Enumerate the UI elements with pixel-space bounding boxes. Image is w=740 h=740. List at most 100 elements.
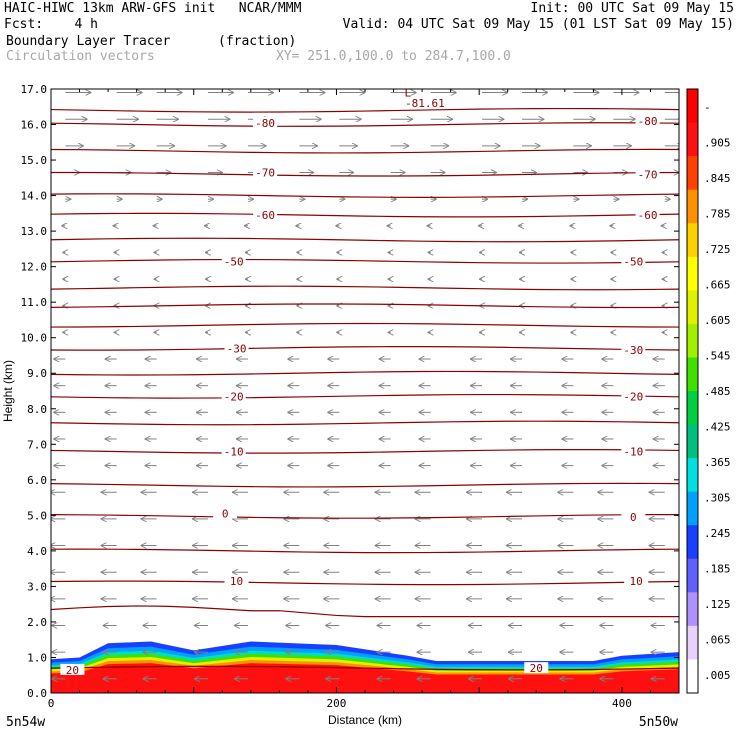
- x-tick-label: 400: [612, 697, 632, 710]
- colorbar-label: .845: [704, 172, 731, 185]
- contour-label: -60: [638, 209, 658, 222]
- colorbar-swatch: [687, 391, 698, 426]
- colorbar-swatch: [687, 290, 698, 325]
- colorbar-swatch: [687, 357, 698, 392]
- contour-label: -70: [255, 166, 275, 179]
- colorbar-label: .485: [704, 385, 731, 398]
- contour-label: -80: [255, 117, 275, 130]
- colorbar-label: .905: [704, 136, 731, 149]
- field-name: Boundary Layer Tracer: [6, 34, 171, 49]
- colorbar-swatch: [687, 189, 698, 224]
- y-tick-label: 17.0: [21, 83, 48, 96]
- start-location-label: 5n54w: [6, 715, 46, 730]
- colorbar: .005 .065 .125 .185 .245 .305 .365 .425 .485 .545…: [686, 88, 731, 694]
- tracer-band: [51, 663, 679, 693]
- contour-labels: 20 20 10 10 0 0 -10 -10 -20 -20 -30 -30 -50 -50 -60 -60…: [60, 87, 660, 677]
- y-tick-label: 9.0: [27, 367, 47, 380]
- isotherm-line: [51, 580, 679, 586]
- y-tick-label: 6.0: [27, 474, 47, 487]
- contour-label: 20: [66, 664, 79, 677]
- contour-label: -30: [623, 344, 643, 357]
- y-axis: 0.0 1.0 2.0 3.0 4.0 5.0 6.0 7.0 8.0 9.0 10.0 11.0 12…: [21, 83, 679, 700]
- contour-label: -60: [255, 209, 275, 222]
- contour-label-bg: [253, 166, 278, 178]
- min-marker: L: [405, 87, 412, 100]
- circulation-vectors: [51, 93, 679, 679]
- contour-label: -50: [224, 255, 244, 268]
- y-tick-label: 15.0: [21, 154, 48, 167]
- contour-label-bg: [524, 662, 549, 674]
- isotherm-line: [51, 148, 679, 154]
- colorbar-label: .245: [704, 527, 731, 540]
- isotherm-line: [51, 303, 679, 309]
- isotherm-line: [51, 285, 679, 291]
- contour-label: -30: [227, 342, 247, 355]
- colorbar-label: .065: [704, 634, 731, 647]
- x-axis: 0 200 400: [48, 89, 680, 710]
- contour-label-bg: [624, 575, 649, 587]
- colorbar-swatch: [687, 323, 698, 358]
- contour-label: -20: [224, 390, 244, 403]
- colorbar-swatch: [687, 256, 698, 291]
- contour-label-bg: [635, 114, 660, 126]
- x-tick-label: 200: [327, 697, 347, 710]
- isotherm-line: [51, 237, 679, 243]
- y-axis-label: Height (km): [1, 360, 15, 422]
- y-tick-label: 3.0: [27, 580, 47, 593]
- y-tick-label: 14.0: [21, 190, 48, 203]
- y-tick-label: 8.0: [27, 403, 47, 416]
- colorbar-label: .185: [704, 563, 731, 576]
- contour-label: 10: [230, 575, 243, 588]
- y-tick-label: 5.0: [27, 509, 47, 522]
- colorbar-label: .545: [704, 349, 731, 362]
- contour-label-bg: [621, 344, 646, 356]
- end-location-label: 5n50w: [638, 715, 678, 730]
- colorbar-swatch: [687, 156, 698, 191]
- plot-frame: [50, 88, 680, 694]
- isotherm-line: [51, 605, 679, 618]
- colorbar-label: .365: [704, 456, 731, 469]
- colorbar-label: .005: [704, 669, 731, 682]
- contour-label-bg: [635, 168, 660, 180]
- contour-label-bg: [635, 209, 660, 221]
- contour-label-bg: [60, 663, 85, 675]
- temperature-contours: [51, 107, 679, 671]
- colorbar-label: .665: [704, 278, 731, 291]
- header-valid-time: Valid: 04 UTC Sat 09 May 15 (01 LST Sat …: [342, 17, 734, 32]
- contour-label-bg: [221, 255, 246, 267]
- isotherm-line: [51, 449, 679, 454]
- y-tick-label: 16.0: [21, 119, 48, 132]
- colorbar-swatch: [687, 525, 698, 560]
- y-tick-label: 12.0: [21, 261, 48, 274]
- colorbar-swatch: [687, 625, 698, 660]
- isotherm-line: [51, 514, 679, 519]
- colorbar-swatch: [687, 89, 698, 124]
- isotherm-line: [51, 322, 679, 328]
- colorbar-label: .425: [704, 421, 731, 434]
- contour-label: 0: [630, 511, 637, 524]
- colorbar-swatch: [687, 659, 698, 694]
- contour-label: 10: [630, 575, 643, 588]
- isotherm-line: [51, 193, 679, 198]
- header-init-time: Init: 00 UTC Sat 09 May 15: [530, 1, 735, 16]
- isotherm-line: [51, 665, 679, 671]
- contour-label: -80: [638, 115, 658, 128]
- contour-label-bg: [213, 507, 238, 519]
- colorbar-swatch: [687, 458, 698, 493]
- isotherm-line: [51, 258, 679, 264]
- cross-section-endpoints: XY= 251.0,100.0 to 284.7,100.0: [276, 49, 511, 64]
- colorbar-swatch: [687, 223, 698, 258]
- colorbar-swatch: [687, 558, 698, 593]
- contour-label: -70: [638, 168, 658, 181]
- contour-label-bg: [253, 209, 278, 221]
- y-tick-label: 10.0: [21, 332, 48, 345]
- tracer-shading: [51, 641, 679, 693]
- contour-label-bg: [253, 116, 278, 128]
- isotherm-line: [51, 346, 679, 351]
- colorbar-label: .605: [704, 314, 731, 327]
- y-tick-label: 7.0: [27, 438, 47, 451]
- colorbar-label: .125: [704, 598, 731, 611]
- contour-label: -50: [623, 255, 643, 268]
- header-forecast-hour: Fcst: 4 h: [4, 17, 98, 32]
